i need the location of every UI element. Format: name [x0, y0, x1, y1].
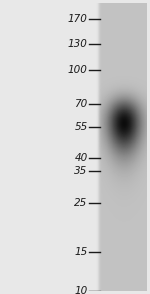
Text: 100: 100 [68, 65, 88, 75]
Text: 130: 130 [68, 39, 88, 49]
Text: 40: 40 [74, 153, 88, 163]
Text: 55: 55 [74, 122, 88, 132]
Text: 10: 10 [74, 286, 88, 294]
Text: 25: 25 [74, 198, 88, 208]
Text: 15: 15 [74, 247, 88, 257]
Text: 70: 70 [74, 99, 88, 109]
Text: 35: 35 [74, 166, 88, 176]
Text: 170: 170 [68, 14, 88, 24]
